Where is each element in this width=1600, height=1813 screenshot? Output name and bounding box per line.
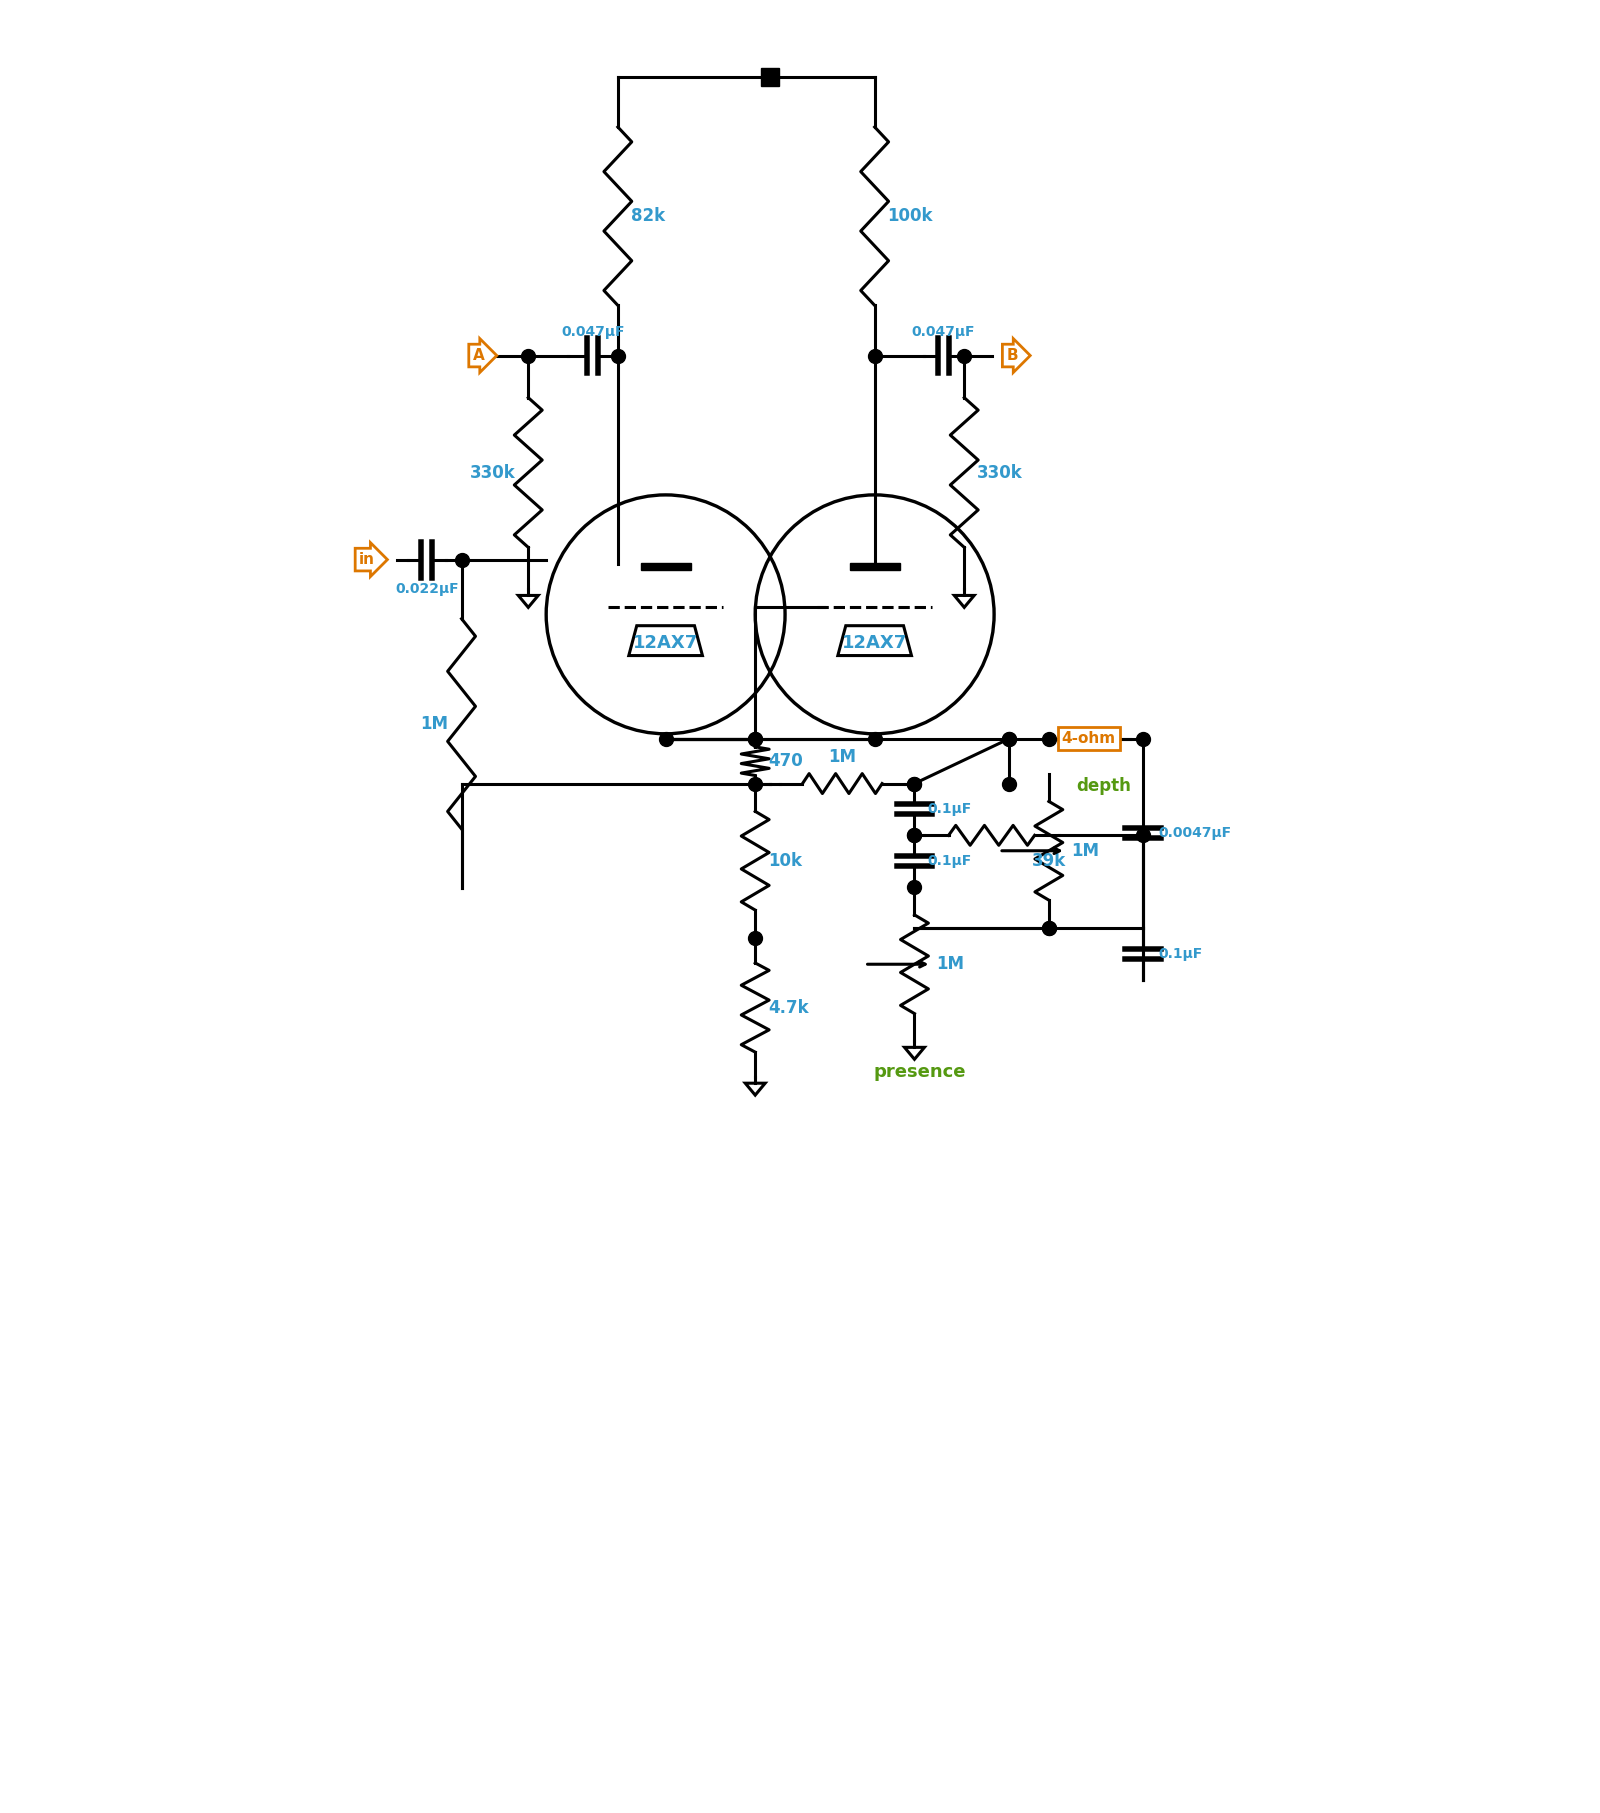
Bar	[762, 67, 779, 85]
Point	[742, 723, 768, 752]
Point	[952, 341, 978, 370]
Text: 0.0047μF: 0.0047μF	[1158, 827, 1232, 841]
Text: 12AX7: 12AX7	[634, 633, 698, 651]
Text: 0.047μF: 0.047μF	[912, 325, 974, 339]
Point	[1037, 914, 1062, 943]
Point	[605, 341, 630, 370]
Text: 82k: 82k	[630, 207, 666, 225]
Point	[742, 723, 768, 752]
Text: presence: presence	[874, 1062, 966, 1081]
Text: 0.1μF: 0.1μF	[928, 803, 971, 816]
Point	[757, 62, 782, 91]
Text: 100k: 100k	[888, 207, 933, 225]
Point	[902, 821, 928, 850]
Point	[997, 723, 1022, 752]
Text: depth: depth	[1077, 776, 1131, 794]
Text: 1M: 1M	[1070, 841, 1099, 859]
Text: B: B	[1006, 348, 1018, 363]
Point	[902, 769, 928, 798]
Text: 10k: 10k	[768, 852, 802, 870]
Point	[862, 341, 888, 370]
Text: 0.1μF: 0.1μF	[1158, 946, 1203, 961]
Text: 4-ohm: 4-ohm	[1062, 731, 1115, 747]
Point	[653, 723, 678, 752]
Text: 1M: 1M	[936, 955, 965, 974]
Point	[862, 723, 888, 752]
Point	[515, 341, 541, 370]
Point	[997, 769, 1022, 798]
Text: 4.7k: 4.7k	[768, 999, 808, 1017]
Point	[1131, 723, 1157, 752]
Point	[448, 546, 474, 575]
Point	[1037, 914, 1062, 943]
Bar	[640, 564, 691, 569]
Text: 39k: 39k	[1032, 852, 1066, 870]
Point	[902, 821, 928, 850]
Point	[742, 923, 768, 952]
Text: 330k: 330k	[469, 464, 515, 482]
Text: 0.047μF: 0.047μF	[562, 325, 624, 339]
Bar	[850, 564, 899, 569]
Point	[1131, 821, 1157, 850]
Text: 470: 470	[768, 752, 803, 771]
Text: 1M: 1M	[829, 747, 856, 765]
Point	[902, 769, 928, 798]
Point	[902, 872, 928, 901]
Text: 12AX7: 12AX7	[842, 633, 907, 651]
Point	[742, 769, 768, 798]
Text: 0.022μF: 0.022μF	[395, 582, 459, 596]
Point	[1037, 723, 1062, 752]
Text: 330k: 330k	[978, 464, 1022, 482]
Text: A: A	[472, 348, 485, 363]
Text: 1M: 1M	[421, 714, 448, 732]
Point	[997, 723, 1022, 752]
Text: 0.1μF: 0.1μF	[928, 854, 971, 868]
Text: in: in	[358, 553, 374, 567]
